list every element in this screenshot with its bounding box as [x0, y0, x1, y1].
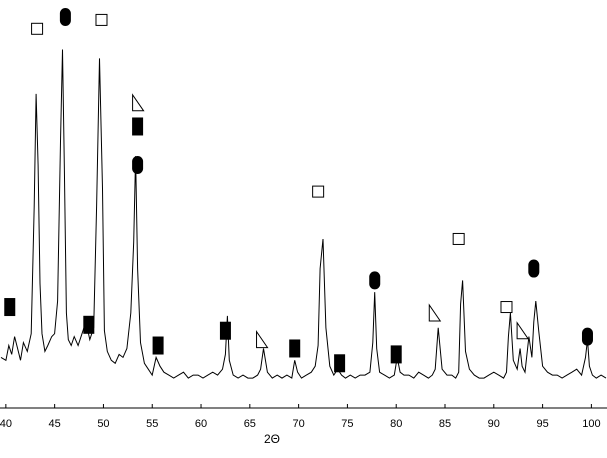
open-triangle-marker [132, 93, 145, 112]
open-triangle-marker [428, 303, 442, 322]
filled-rect-marker [152, 336, 164, 355]
x-tick-label: 65 [244, 418, 256, 430]
open-square-marker [31, 22, 44, 35]
open-square-marker [500, 301, 513, 314]
x-tick-label: 85 [439, 418, 451, 430]
x-tick-label: 40 [0, 418, 12, 430]
open-square-marker [95, 13, 108, 26]
x-tick-label: 75 [341, 418, 353, 430]
filled-oval-marker [59, 7, 71, 26]
open-triangle-marker [256, 329, 269, 349]
x-tick-label: 100 [582, 418, 600, 430]
x-tick-label: 90 [488, 418, 500, 430]
series-layer [0, 49, 607, 379]
open-square-marker [312, 185, 325, 198]
x-tick-label: 50 [97, 418, 109, 430]
filled-oval-marker [528, 259, 540, 278]
filled-rect-marker [334, 354, 346, 373]
filled-rect-marker [390, 345, 402, 364]
x-ticks: 40 45 50 55 60 65 70 75 80 85 90 95 100 [0, 404, 601, 430]
filled-rect-marker [83, 315, 95, 334]
diffraction-pattern-line [0, 49, 607, 379]
filled-oval-marker [369, 271, 381, 290]
x-tick-label: 70 [292, 418, 304, 430]
open-square-marker [452, 232, 465, 245]
phase-markers [4, 7, 593, 373]
x-tick-label: 55 [146, 418, 158, 430]
x-tick-label: 45 [49, 418, 61, 430]
x-axis-title: 2Θ [264, 432, 280, 446]
open-triangle-marker [516, 321, 530, 340]
x-tick-label: 95 [536, 418, 548, 430]
x-tick-label: 80 [390, 418, 402, 430]
filled-rect-marker [4, 298, 16, 317]
filled-rect-marker [289, 339, 301, 358]
filled-rect-marker [219, 321, 231, 340]
x-tick-label: 60 [195, 418, 207, 430]
x-axis: 40 45 50 55 60 65 70 75 80 85 90 95 100 2Θ [0, 404, 607, 446]
filled-rect-marker [132, 117, 144, 136]
filled-oval-marker [132, 155, 144, 174]
filled-oval-marker [581, 327, 593, 346]
